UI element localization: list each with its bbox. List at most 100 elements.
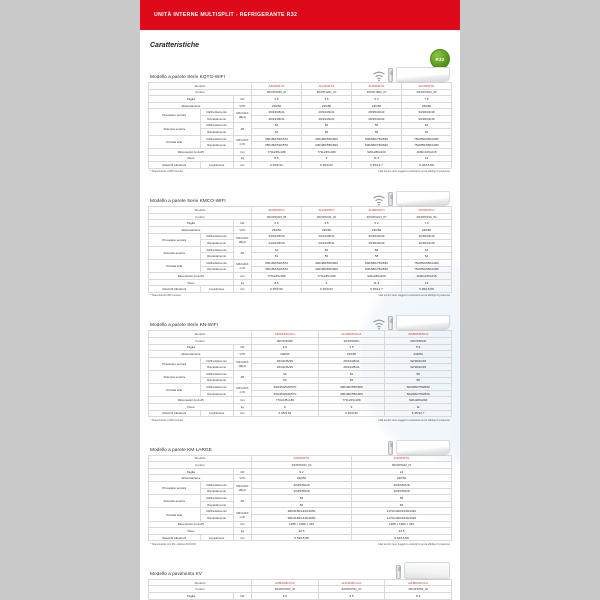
cell-value: 30/36/40/43 (350, 232, 402, 241)
row-unit: V/Hz (232, 226, 253, 234)
row-label: Attacchi tubazioni (148, 161, 201, 169)
cell-value: 600/680/750/830 (384, 389, 452, 398)
cell-value: 28/35/40/43 (350, 114, 402, 123)
row-sublabel: Raffreddamento (199, 134, 234, 143)
cell-value: 66 (251, 500, 352, 509)
table-row: Dimensioni (LxLxP) mm 770x245x189 770x245x1… (148, 396, 452, 404)
cell-value: 9 (300, 154, 352, 163)
cell-value: 56 (300, 245, 352, 254)
section-icons (388, 439, 452, 455)
table-notes: * Telecomando a WIFI incluso I dati tecni… (148, 419, 452, 422)
column-model-code: 3IKOP0311_ID (300, 212, 352, 221)
note-right: I dati tecnici sono soggetti a variazion… (377, 294, 450, 298)
specification-table: Modello AI09IKMKVCA AI12IKMKVCA AI18IKMKVCA… (148, 578, 452, 600)
column-model-code: 3IKOP0214_IH (350, 212, 402, 221)
row-sublabel: Raffreddamento (199, 481, 234, 489)
spec-section: Modello a pavimento KV Modello AI09IKMKVCA… (148, 553, 452, 600)
cell-value: 230/50 (350, 101, 402, 110)
wifi-icon (373, 195, 385, 206)
column-model-name: AI24IKMTG (400, 82, 453, 90)
row-label: Alimentazione (148, 474, 234, 483)
row-sublabel: Raffreddamento (199, 507, 234, 515)
header-codice: Codice (148, 461, 252, 469)
section-heading-caratteristiche: Caratteristiche (150, 42, 200, 49)
row-label: Taglia (148, 592, 234, 600)
row-unit: mm (232, 396, 253, 404)
cell-value: 750/850/950/1080 (400, 258, 453, 267)
table-row: Taglia kW 9.2 12 (148, 467, 453, 476)
row-unit: mm (232, 520, 253, 529)
note-left: * Telecomando WIFI incluso (150, 294, 181, 298)
column-model-name: AI09IKMKVCA (251, 578, 319, 587)
cell-value: 750/850/950/1080 (400, 134, 453, 143)
row-label: Portata aria (148, 134, 201, 149)
section-header: Modello a parete Serie KMCO-WIFI (148, 180, 452, 207)
row-unit: mm (232, 272, 253, 280)
cell-value: 56 (300, 252, 352, 260)
table-header-modello: Modello AI09IKMTG AI12IKMTG AI18IKMTG AI24IK… (148, 82, 453, 90)
cell-value: 6.35/12.7 (384, 409, 452, 418)
table-row: Pressione sonora Raffreddamento MIN-MAX dB(… (148, 481, 453, 496)
cell-value: 230/50 (317, 350, 386, 358)
row-unit: kg (232, 527, 253, 535)
table-header-modello: Modello AI30IKMTG AI42IKMTG (148, 454, 453, 463)
cell-value: 750/850/950/1080 (400, 265, 453, 274)
cell-value: 30/38/43/46 (400, 114, 453, 123)
row-unit: mm (232, 533, 253, 542)
column-model-code: 3IKOP9030_IP (251, 88, 302, 97)
column-model-name: AI18IKMKVCA (384, 578, 452, 587)
column-model-code: 3IKOP1802_IH (350, 88, 402, 97)
table-row: Attacchi tubazioni Liquido/Gas mm 6.35/9.52… (148, 285, 453, 293)
cell-value: 8.5 (251, 278, 302, 287)
row-unit: dB (232, 369, 253, 385)
wifi-icon (373, 319, 385, 331)
cell-value: 28/34/38/41 (317, 363, 386, 371)
row-unit: kW (232, 592, 253, 600)
row-sublabel: Raffreddamento (199, 494, 234, 502)
section-title: Modello a parete KM LARGE (150, 447, 212, 453)
row-sublabel: Liquido/Gas (199, 533, 234, 542)
cell-value: 600/680/750/830 (350, 258, 402, 267)
remote-control-icon (388, 440, 393, 455)
cell-value: 9.2 (251, 467, 352, 476)
table-row: Riscaldamento 24/32/36/39 26/34/38/41 30/36… (149, 239, 453, 247)
row-sublabel: Liquido/Gas (199, 285, 234, 293)
row-unit: kW (232, 95, 253, 103)
note-left: * Telecomando a WIFI incluso (150, 418, 184, 422)
row-unit: kW (232, 467, 253, 476)
header-modello: Modello (148, 578, 252, 587)
row-unit: MIN-MAX m³/h (232, 258, 253, 274)
row-sublabel: Liquido/Gas (199, 409, 234, 418)
cell-value: 230/50 (300, 226, 352, 234)
column-model-name: AI09IKMKNCA (251, 330, 319, 339)
cell-value: 380/480/550/600 (317, 389, 386, 398)
cell-value: 66 (350, 494, 453, 502)
column-model-name: AI12IKMKNCA (317, 330, 386, 339)
cell-value: 66 (251, 494, 352, 502)
table-row: Peso kg 8 9 11 (148, 402, 452, 411)
cell-value: 6.35/9.52 (251, 161, 302, 169)
cell-value: 5.3 (384, 592, 452, 600)
row-sublabel: Raffreddamento (199, 245, 234, 254)
cell-value: 54 (251, 376, 319, 385)
row-sublabel: Raffreddamento (199, 258, 234, 267)
section-header: Modello a parete Serie KN-WIFI (148, 304, 452, 331)
row-label: Dimensioni (LxLxP) (148, 272, 234, 280)
row-label: Taglia (148, 219, 234, 227)
row-unit: mm (232, 161, 253, 169)
cell-value: 3.5 (317, 592, 386, 600)
cell-value: 54 (251, 370, 319, 378)
row-label: Pressione sonora (148, 232, 201, 247)
cell-value: 230/50 (251, 226, 302, 234)
row-label: Portata aria (148, 383, 201, 398)
cell-value: 5.3 (350, 95, 402, 103)
table-row: Dimensioni (LxLxP) mm 770x245x189 770x245x1… (148, 272, 453, 280)
cell-value: 28/35/40/43 (350, 108, 402, 116)
table-row: Taglia kW 2.6 3.5 5.3 7.0 (148, 219, 453, 227)
r32-badge-label: R32 (435, 56, 445, 62)
wifi-icon (373, 71, 385, 82)
row-label: Portata aria (148, 258, 201, 274)
cell-value: 40/45/50/28 (251, 487, 352, 496)
table-row: Portata aria Raffreddamento MIN-MAX m³/h 330… (148, 383, 452, 398)
